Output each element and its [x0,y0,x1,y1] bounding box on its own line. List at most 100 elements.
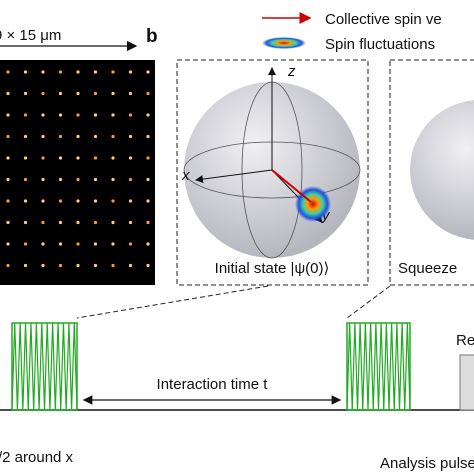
pulses [11,322,411,411]
atom [58,134,63,139]
atom [76,220,80,225]
atom [58,113,63,117]
atom [41,134,45,139]
atom [146,177,150,182]
atom-array [0,60,155,285]
atom [93,263,98,268]
atom [128,220,133,225]
atom [128,156,133,160]
atom [146,134,150,139]
atom [41,263,45,268]
legend-text: Spin fluctuations [325,36,435,53]
atom [111,113,115,117]
pulse-label: /2 around x [0,449,74,466]
atom [58,177,63,182]
atom [128,91,133,96]
pulse-wave [11,322,78,411]
atom [23,134,28,139]
scale-label: 9 × 15 μm [0,27,61,44]
atom [23,70,28,74]
atom [93,91,98,96]
atom [93,156,98,160]
atom [76,199,80,203]
atom [23,156,28,160]
atom [128,70,133,74]
atom [111,134,115,139]
atom [93,242,98,246]
atom [23,263,28,268]
atom [93,177,98,182]
atom [76,113,80,117]
atom [58,70,63,74]
box [389,59,474,286]
atom [111,242,115,246]
atom [6,177,10,182]
connector [76,285,269,319]
atom [111,177,115,182]
atom [41,156,45,160]
pulse-label: Analysis pulse [380,455,474,472]
atom [93,220,98,225]
atom [93,113,98,117]
atom [58,199,63,203]
atom [6,134,10,139]
atom [76,70,80,74]
atom [146,242,150,246]
atom [6,242,10,246]
atom [111,199,115,203]
pulse-wave [346,322,411,411]
atom [58,242,63,246]
atom [6,263,10,268]
atom [111,220,115,225]
atom [146,113,150,117]
caption: Squeeze [398,260,457,277]
atom [146,220,150,225]
atom [6,156,10,160]
atom [146,199,150,203]
panel-label: b [146,26,158,47]
atom [58,91,63,96]
atom [41,70,45,74]
atom [128,263,133,268]
atom [41,177,45,182]
atom [41,220,45,225]
legend-blob [262,37,306,49]
atom [93,134,98,139]
atom [146,70,150,74]
atom [128,113,133,117]
atom [23,91,28,96]
atom [93,199,98,203]
atom [23,199,28,203]
atom [6,91,10,96]
axis [195,169,273,184]
atom [76,177,80,182]
atom [76,134,80,139]
atom [6,199,10,203]
atom [58,220,63,225]
atom [76,242,80,246]
atom [111,91,115,96]
atom [146,156,150,160]
atom [76,91,80,96]
spin-arrow [271,169,312,203]
atom [111,263,115,268]
caption: Initial state |ψ(0)⟩ [215,260,330,277]
connector [346,285,391,319]
atom [41,199,45,203]
readout-label: Re [456,332,474,349]
atom [128,177,133,182]
atom [41,91,45,96]
atom [23,177,28,182]
atom [6,113,10,117]
fluctuation-blob [295,186,331,222]
axis-label: z [287,63,296,80]
atom [41,242,45,246]
atom [128,242,133,246]
atom [23,113,28,117]
atom [111,70,115,74]
atom [6,220,10,225]
atom [6,70,10,74]
atom [58,263,63,268]
atom [23,242,28,246]
legend-text: Collective spin ve [325,11,442,28]
